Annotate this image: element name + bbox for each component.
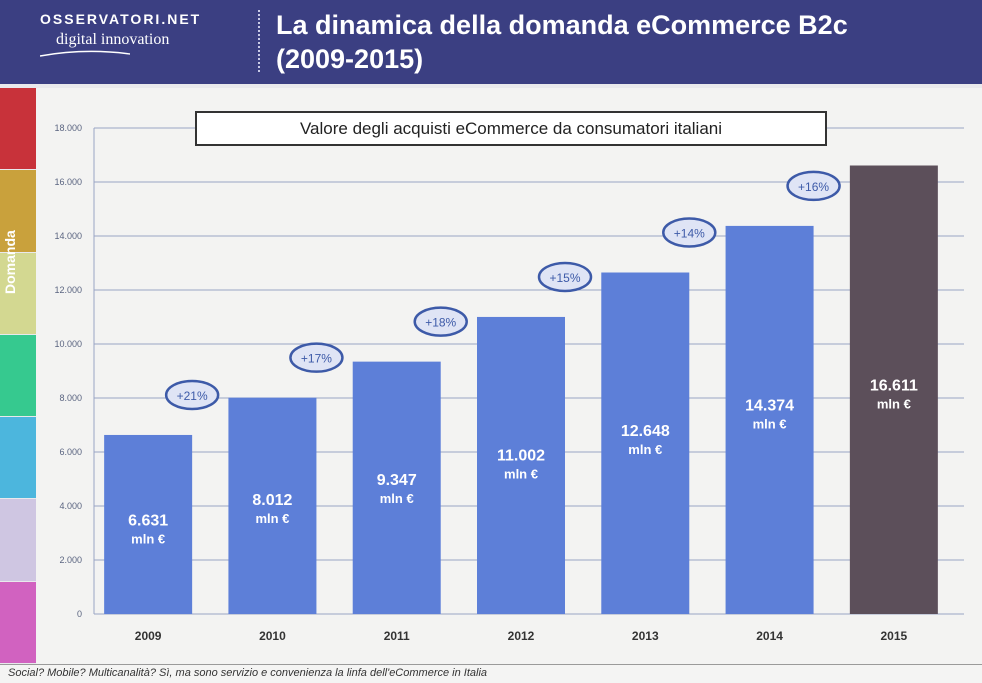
- growth-label: +15%: [549, 271, 580, 285]
- growth-label: +16%: [798, 180, 829, 194]
- logo-swoosh-icon: [40, 50, 130, 57]
- x-tick-label: 2013: [632, 629, 659, 643]
- bar-chart: 0 2.000 4.000 6.000 8.000 10.000 12.000 14.000 1…: [54, 111, 964, 643]
- bar: [601, 272, 690, 614]
- sidebar-label: Domanda: [2, 230, 18, 294]
- y-tick-label: 0: [77, 609, 82, 619]
- sidebar-color-block: [0, 499, 36, 581]
- chart-title: Valore degli acquisti eCommerce da consu…: [300, 119, 722, 138]
- growth-label: +14%: [674, 227, 705, 241]
- y-tick-label: 18.000: [54, 123, 82, 133]
- footer-text: Social? Mobile? Multicanalità? Sì, ma so…: [8, 667, 488, 679]
- y-tick-label: 16.000: [54, 177, 82, 187]
- slide-title: La dinamica della domanda eCommerce B2c …: [276, 8, 848, 76]
- y-tick-label: 10.000: [54, 339, 82, 349]
- chart-title-box: [195, 111, 827, 146]
- x-tick-label: 2015: [881, 629, 908, 643]
- growth-label: +21%: [177, 389, 208, 403]
- bar-unit-label: mln €: [380, 491, 414, 506]
- bar-unit-label: mln €: [753, 417, 787, 432]
- bar-unit-label: mln €: [255, 511, 289, 526]
- bar: [104, 434, 193, 614]
- bar: [725, 225, 814, 615]
- bar-unit-label: mln €: [628, 442, 662, 457]
- bar-value-label: 12.648: [621, 423, 670, 440]
- bar-value-label: 14.374: [745, 398, 794, 415]
- x-tick-label: 2009: [135, 629, 162, 643]
- growth-badge: [289, 342, 344, 373]
- sidebar-color-block: [0, 252, 36, 334]
- sidebar-color-block: [0, 334, 36, 417]
- y-tick-label: 6.000: [59, 447, 82, 457]
- bar-unit-label: mln €: [877, 397, 911, 412]
- x-tick-label: 2010: [259, 629, 286, 643]
- bar: [849, 165, 938, 614]
- y-tick-label: 14.000: [54, 231, 82, 241]
- y-tick-label: 2.000: [59, 555, 82, 565]
- sidebar-color-block: [0, 170, 36, 252]
- header-divider: [258, 10, 260, 72]
- bar-value-label: 6.631: [128, 513, 168, 530]
- growth-label: +18%: [425, 316, 456, 330]
- bar: [228, 397, 317, 614]
- x-tick-label: 2012: [508, 629, 535, 643]
- logo-tagline: digital innovation: [56, 31, 170, 48]
- growth-badge: [413, 306, 468, 337]
- sidebar-color-block: [0, 581, 36, 663]
- growth-badge: [786, 170, 841, 202]
- footer-bar: Social? Mobile? Multicanalità? Sì, ma so…: [0, 664, 982, 683]
- slide-title-line1: La dinamica della domanda eCommerce B2c: [276, 10, 848, 40]
- x-tick-label: 2014: [756, 629, 783, 643]
- bar-value-label: 9.347: [377, 472, 417, 489]
- bar-unit-label: mln €: [131, 532, 165, 547]
- growth-badge: [537, 261, 593, 293]
- growth-badge: [662, 217, 717, 248]
- slide-header: OSSERVATORI.NET digital innovation La di…: [0, 0, 982, 84]
- bar: [477, 316, 565, 614]
- y-tick-label: 4.000: [59, 501, 82, 511]
- chart-panel: 0 2.000 4.000 6.000 8.000 10.000 12.000 14.000 1…: [36, 88, 982, 664]
- bar-value-label: 11.002: [497, 448, 545, 465]
- growth-label: +17%: [301, 352, 332, 366]
- bar-value-label: 8.012: [252, 492, 292, 509]
- growth-badge: [164, 379, 220, 411]
- sidebar-color-block: [0, 417, 36, 499]
- y-tick-label: 12.000: [54, 285, 82, 295]
- x-tick-label: 2011: [384, 629, 410, 643]
- y-tick-label: 8.000: [59, 393, 82, 403]
- side-color-bar: Domanda: [0, 88, 36, 664]
- bar-unit-label: mln €: [504, 467, 538, 482]
- bar: [352, 361, 441, 614]
- logo-text: OSSERVATORI.NET: [40, 11, 202, 27]
- sidebar-color-block: [0, 88, 36, 170]
- bar-value-label: 16.611: [870, 378, 918, 395]
- slide-title-line2: (2009-2015): [276, 44, 424, 74]
